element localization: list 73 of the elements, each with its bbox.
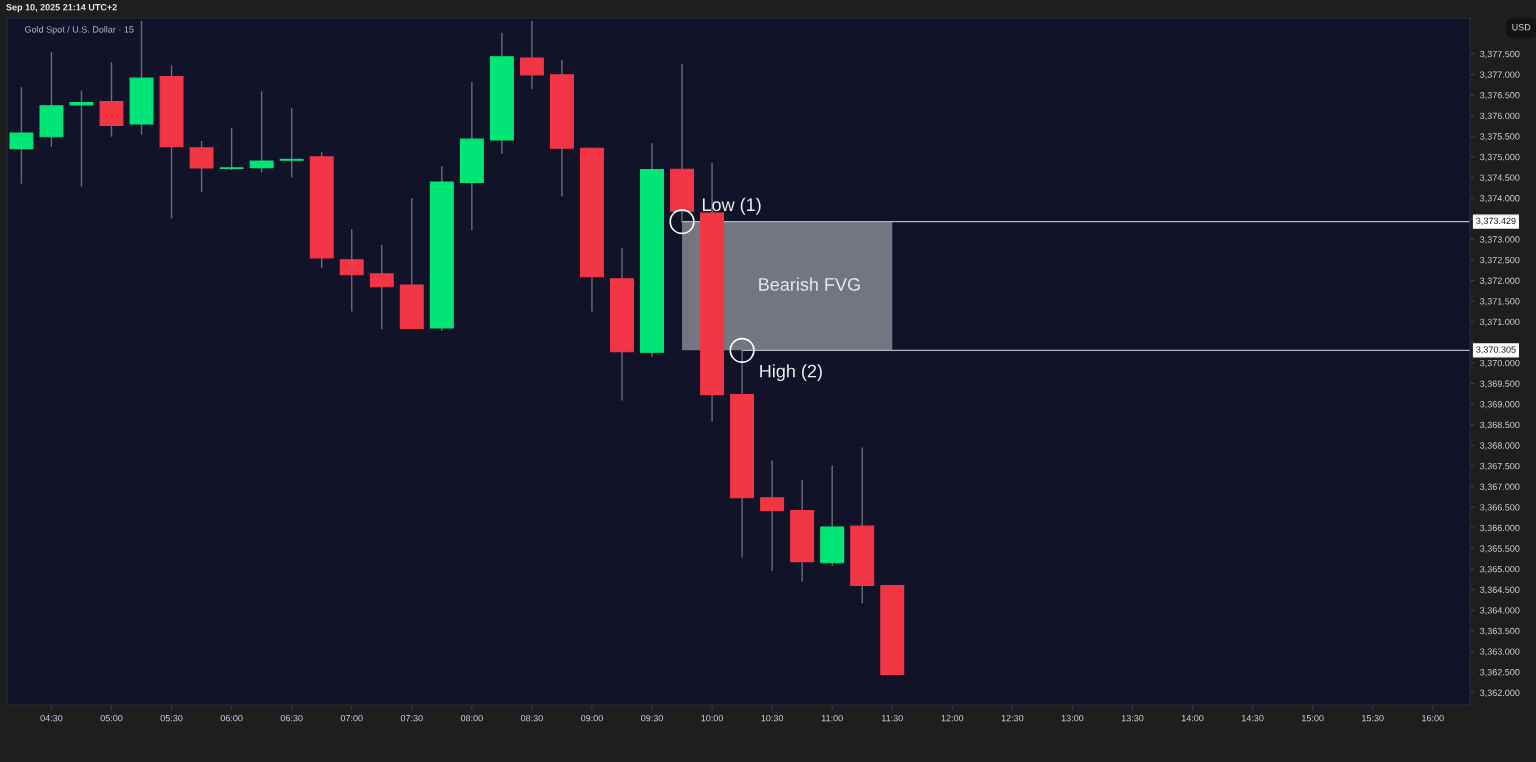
x-tick-label: 09:30 <box>641 714 663 722</box>
y-tick-label: 3,367.000 <box>1480 483 1520 491</box>
x-tick-label: 16:00 <box>1422 714 1444 722</box>
x-tick-label: 07:30 <box>400 714 423 722</box>
x-tick-label: 14:30 <box>1241 714 1264 722</box>
y-tick-label: 3,369.500 <box>1480 380 1520 388</box>
candlestick <box>189 140 214 193</box>
y-tick-label: 3,374.000 <box>1480 195 1520 203</box>
y-tick-label: 3,373.000 <box>1480 236 1520 244</box>
y-tick-label: 3,372.500 <box>1480 256 1520 265</box>
candlestick <box>249 90 274 174</box>
candlestick <box>369 243 394 330</box>
candlestick <box>69 89 94 188</box>
y-tick-label: 3,364.000 <box>1480 607 1520 615</box>
y-tick-label: 3,377.000 <box>1480 71 1520 79</box>
y-tick-label: 3,376.500 <box>1480 92 1520 100</box>
y-tick-label: 3,368.500 <box>1480 421 1520 430</box>
y-tick-label: 3,366.500 <box>1480 504 1520 512</box>
y-tick-label: 3,362.500 <box>1480 669 1520 677</box>
band-label: Bearish FVG <box>759 277 860 291</box>
x-tick-label: 12:30 <box>1001 714 1024 722</box>
x-tick-label: 08:30 <box>520 714 543 722</box>
x-tick-label: 07:00 <box>340 714 363 722</box>
x-tick-label: 06:30 <box>280 714 303 722</box>
candlestick <box>279 107 304 179</box>
y-tick-label: 3,371.000 <box>1480 318 1520 327</box>
x-tick-label: 10:00 <box>701 714 724 722</box>
x-tick-label: 12:00 <box>941 714 964 722</box>
y-tick-label: 3,376.000 <box>1480 112 1520 121</box>
y-tick-label: 3,375.500 <box>1480 133 1520 141</box>
y-tick-label: 3,367.500 <box>1480 462 1520 471</box>
ref-line-label: 3,373.429 <box>1476 217 1516 226</box>
y-tick-label: 3,370.000 <box>1480 359 1520 368</box>
candlestick <box>339 228 364 313</box>
annotation: Low (1) <box>702 197 761 215</box>
x-tick-label: 05:00 <box>100 714 123 722</box>
candlestick <box>519 20 544 90</box>
y-tick-label: 3,374.500 <box>1480 174 1520 182</box>
x-tick-label: 13:30 <box>1121 714 1144 722</box>
x-tick-label: 11:00 <box>821 714 843 722</box>
y-tick-label: 3,365.500 <box>1480 545 1520 553</box>
candlestick <box>760 459 785 572</box>
x-tick-label: 09:00 <box>581 714 603 722</box>
x-tick-label: 06:00 <box>220 714 243 722</box>
x-tick-label: 10:30 <box>761 714 784 722</box>
y-tick-label: 3,362.000 <box>1480 689 1520 698</box>
y-tick-label: 3,365.000 <box>1480 565 1520 574</box>
x-tick-label: 05:30 <box>160 714 183 722</box>
x-tick-label: 04:30 <box>40 714 63 722</box>
ref-line-label: 3,370.305 <box>1476 346 1516 354</box>
y-tick-label: 3,372.000 <box>1480 277 1520 285</box>
annotation: High (2) <box>760 364 822 382</box>
y-tick-label: 3,366.000 <box>1480 524 1520 533</box>
candlestick <box>219 127 244 171</box>
x-tick-label: 11:30 <box>881 714 903 722</box>
x-tick-label: 15:30 <box>1362 714 1384 722</box>
x-tick-label: 15:00 <box>1302 714 1324 722</box>
y-tick-label: 3,377.500 <box>1480 50 1520 59</box>
y-tick-label: 3,371.500 <box>1480 298 1520 306</box>
y-tick-label: 3,363.000 <box>1480 648 1520 656</box>
y-tick-label: 3,368.000 <box>1480 442 1520 450</box>
candlestick <box>99 61 124 138</box>
y-axis-title: USD <box>1512 24 1531 31</box>
y-tick-label: 3,375.000 <box>1480 153 1520 162</box>
text: Sep 10, 2025 21:14 UTC+2 <box>6 4 117 13</box>
y-tick-label: 3,363.500 <box>1480 627 1520 636</box>
candlestick <box>9 86 34 185</box>
y-tick-label: 3,364.500 <box>1480 586 1520 595</box>
text: Gold Spot / U.S. Dollar · 15 <box>25 26 134 35</box>
x-tick-label: 08:00 <box>460 714 483 722</box>
x-tick-label: 13:00 <box>1061 714 1084 722</box>
y-tick-label: 3,369.000 <box>1480 401 1520 409</box>
x-tick-label: 14:00 <box>1181 714 1204 722</box>
